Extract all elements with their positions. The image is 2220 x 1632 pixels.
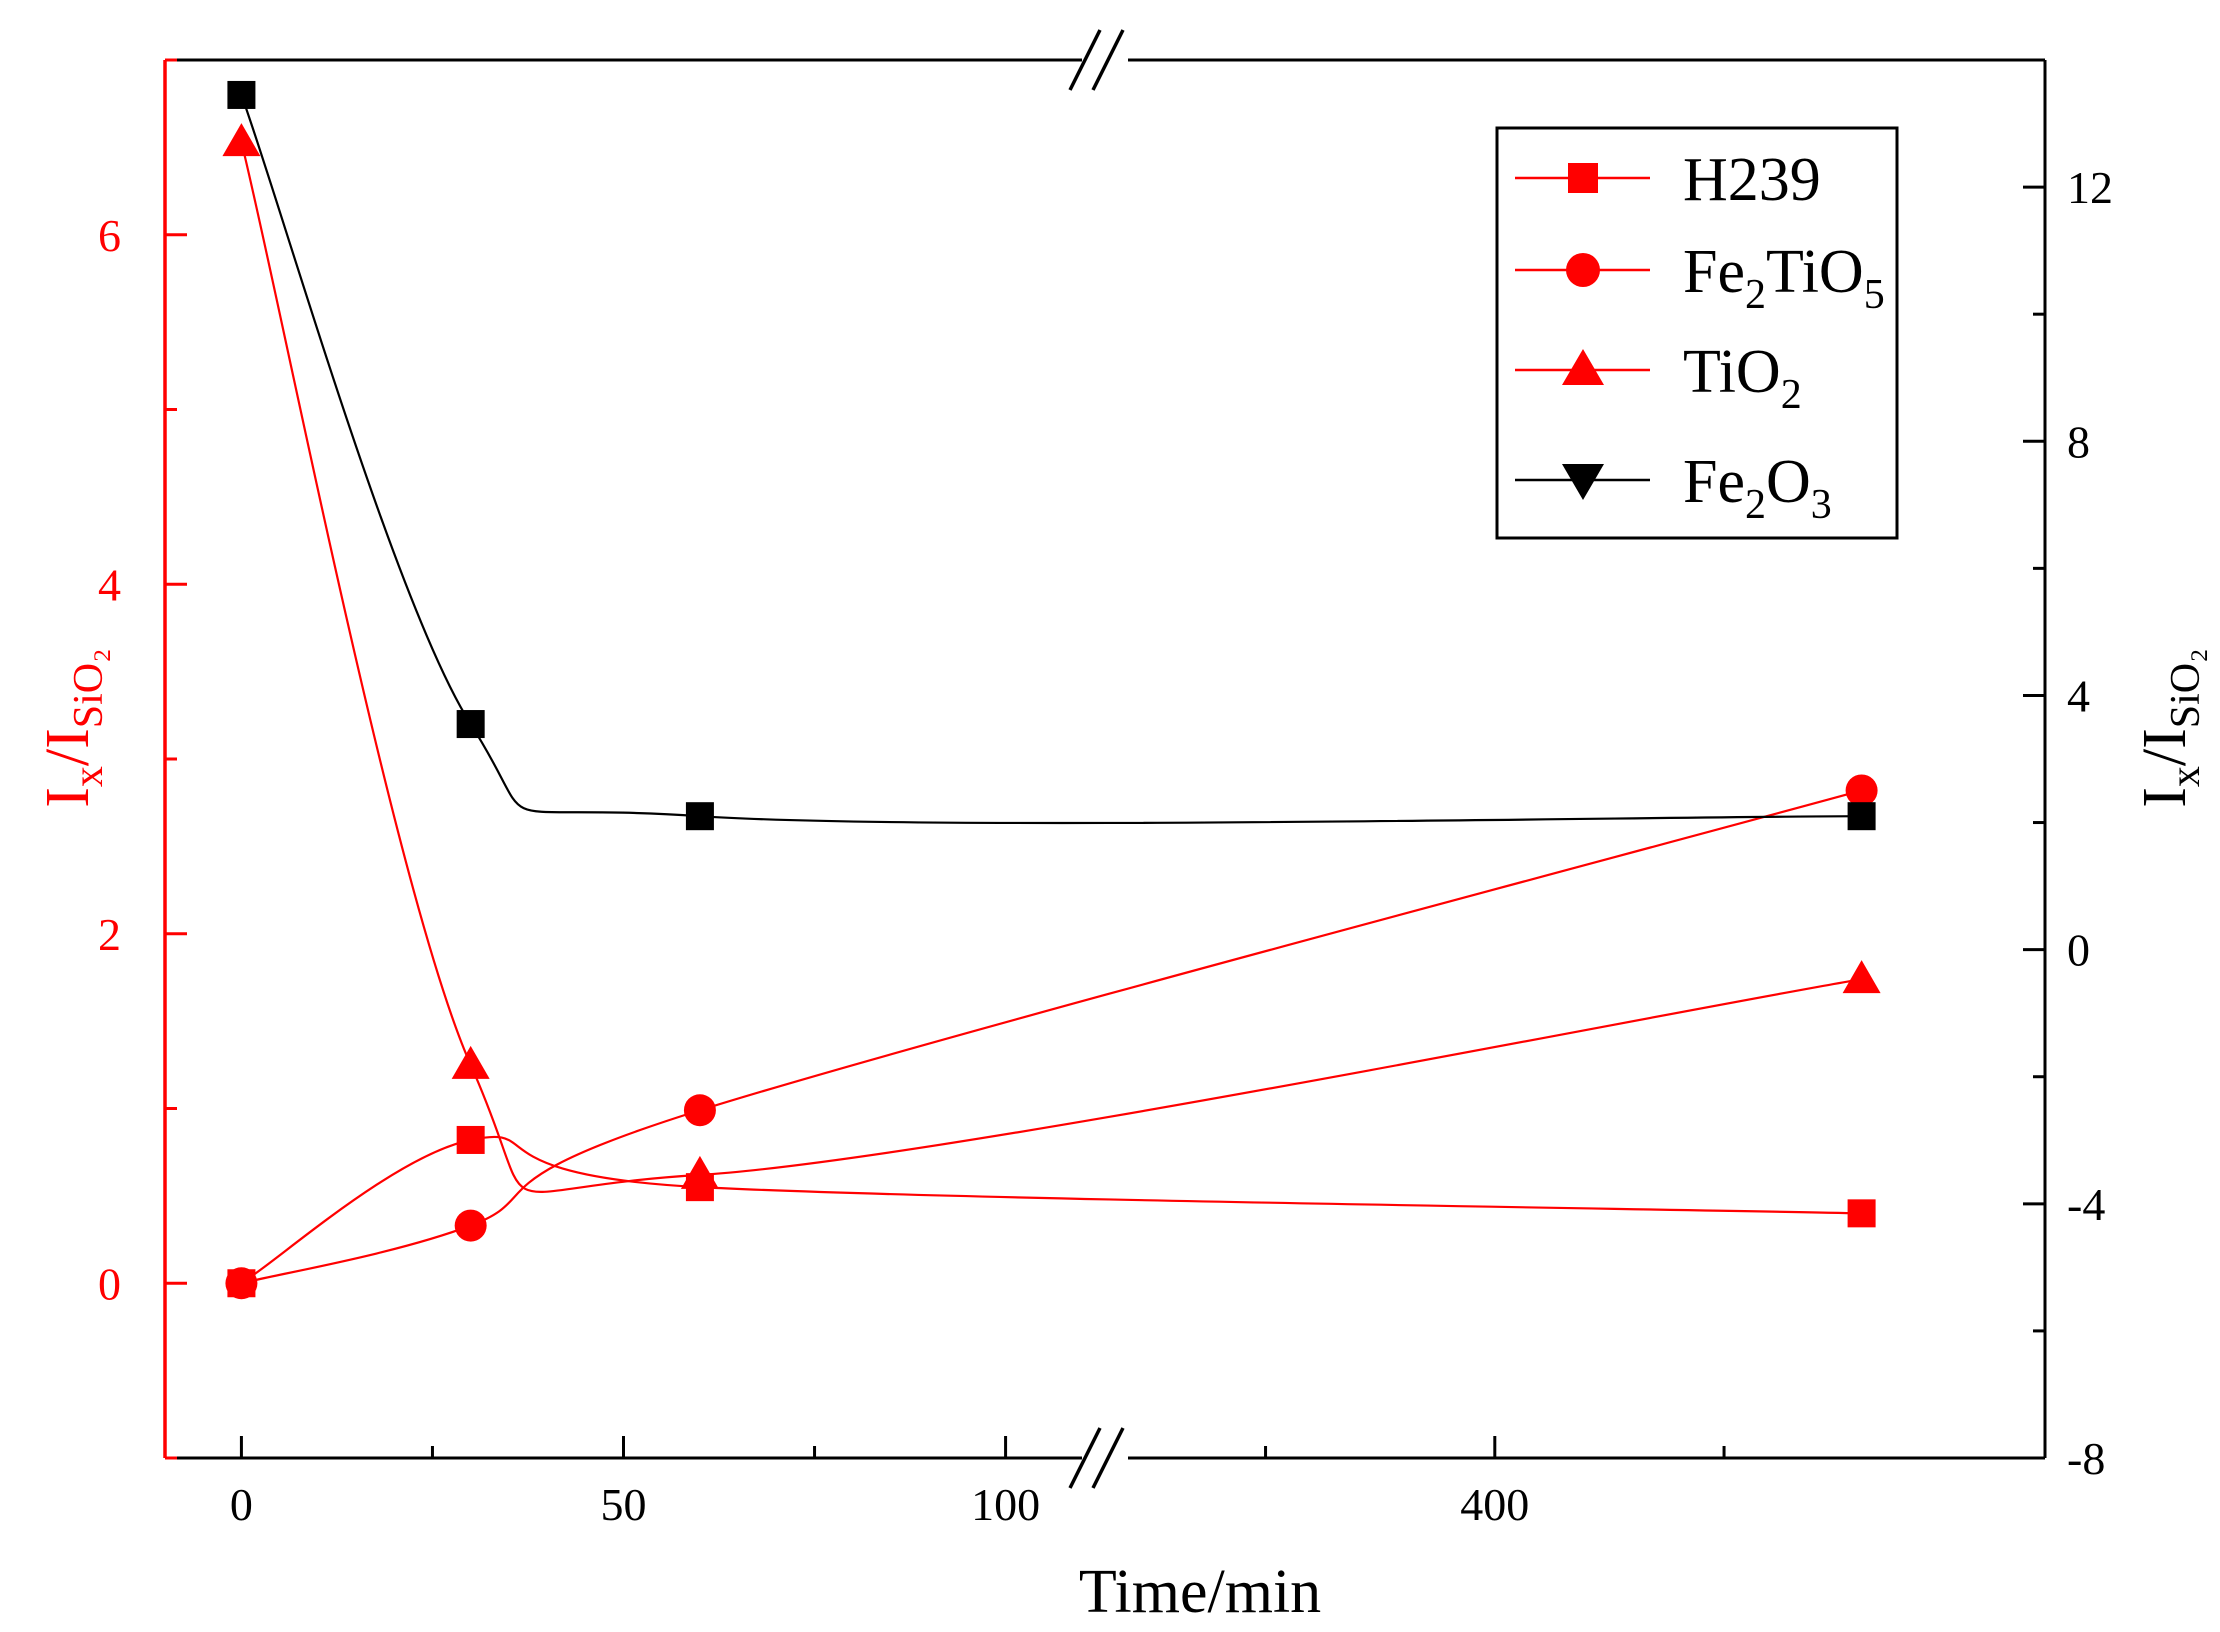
series-line-fe2tio5 <box>241 789 1862 1285</box>
point-fe2o3 <box>685 802 714 831</box>
y-left-tick-label: 6 <box>98 210 121 261</box>
legend-entry-fe2o3: Fe2O3 <box>1515 448 1832 528</box>
y-right-tick-label: 4 <box>2067 670 2090 721</box>
y-right-tick-label: 12 <box>2067 162 2113 213</box>
series-curves <box>240 94 1862 1285</box>
y-right-tick-label: -8 <box>2067 1433 2105 1484</box>
x-tick-label: 50 <box>601 1479 647 1530</box>
y-axis-left-title: Ix/ISiO₂ <box>34 648 112 808</box>
point-fe2tio5 <box>454 1209 487 1242</box>
y-right-tick-label: 8 <box>2067 416 2090 467</box>
point-h239 <box>1847 1199 1876 1228</box>
legend-label-fe2tio5: Fe2TiO5 <box>1683 238 1885 318</box>
point-fe2o3 <box>1847 802 1876 831</box>
axis-break-slash <box>1068 29 1102 91</box>
y-right-tick-label: 0 <box>2067 925 2090 976</box>
point-fe2o3 <box>227 80 256 109</box>
point-tio2 <box>1842 960 1881 994</box>
point-tio2 <box>680 1155 719 1189</box>
point-fe2o3 <box>456 710 485 739</box>
y-left-tick-label: 4 <box>98 559 121 610</box>
x-tick-label: 400 <box>1460 1479 1529 1530</box>
legend-circle-marker <box>1566 253 1600 287</box>
axis-break-slash <box>1091 29 1125 91</box>
y-axis-right-title: Ix/ISiO₂ <box>2131 648 2209 808</box>
legend-triangle-up-marker <box>1562 349 1604 385</box>
series-markers <box>222 80 1881 1300</box>
axes: 0 50 100 400 0 2 4 6 -8 -4 0 4 8 12 <box>98 29 2113 1530</box>
y-right-tick-label: -4 <box>2067 1179 2105 1230</box>
point-h239 <box>456 1125 485 1154</box>
legend-entry-tio2: TiO2 <box>1515 338 1802 418</box>
x-tick-label: 0 <box>230 1479 253 1530</box>
legend-label-fe2o3: Fe2O3 <box>1683 448 1832 528</box>
legend-triangle-down-marker <box>1562 464 1604 500</box>
legend-label-tio2: TiO2 <box>1683 338 1802 418</box>
point-fe2tio5 <box>1845 774 1878 807</box>
series-line-fe2o3 <box>240 94 1862 825</box>
axis-break-slash <box>1091 1427 1125 1489</box>
x-axis-title: Time/min <box>1079 1558 1321 1626</box>
y-left-tick-label: 2 <box>98 909 121 960</box>
point-tio2 <box>222 123 261 157</box>
series-line-tio2 <box>240 141 1862 1193</box>
y-left-tick-label: 0 <box>98 1258 121 1309</box>
axis-break-slash <box>1068 1427 1102 1489</box>
series-line-h239 <box>240 1135 1862 1285</box>
legend-square-marker <box>1568 163 1598 193</box>
point-fe2tio5 <box>683 1094 716 1127</box>
legend-box <box>1495 126 1899 540</box>
point-fe2tio5 <box>225 1267 258 1300</box>
x-tick-label: 100 <box>971 1479 1040 1530</box>
legend-entry-h239: H239 <box>1515 146 1821 214</box>
point-tio2 <box>451 1045 490 1079</box>
legend-entry-fe2tio5: Fe2TiO5 <box>1515 238 1885 318</box>
legend-label-h239: H239 <box>1683 146 1821 214</box>
legend: H239 Fe2TiO5 TiO2 Fe2O3 <box>1495 126 1899 540</box>
